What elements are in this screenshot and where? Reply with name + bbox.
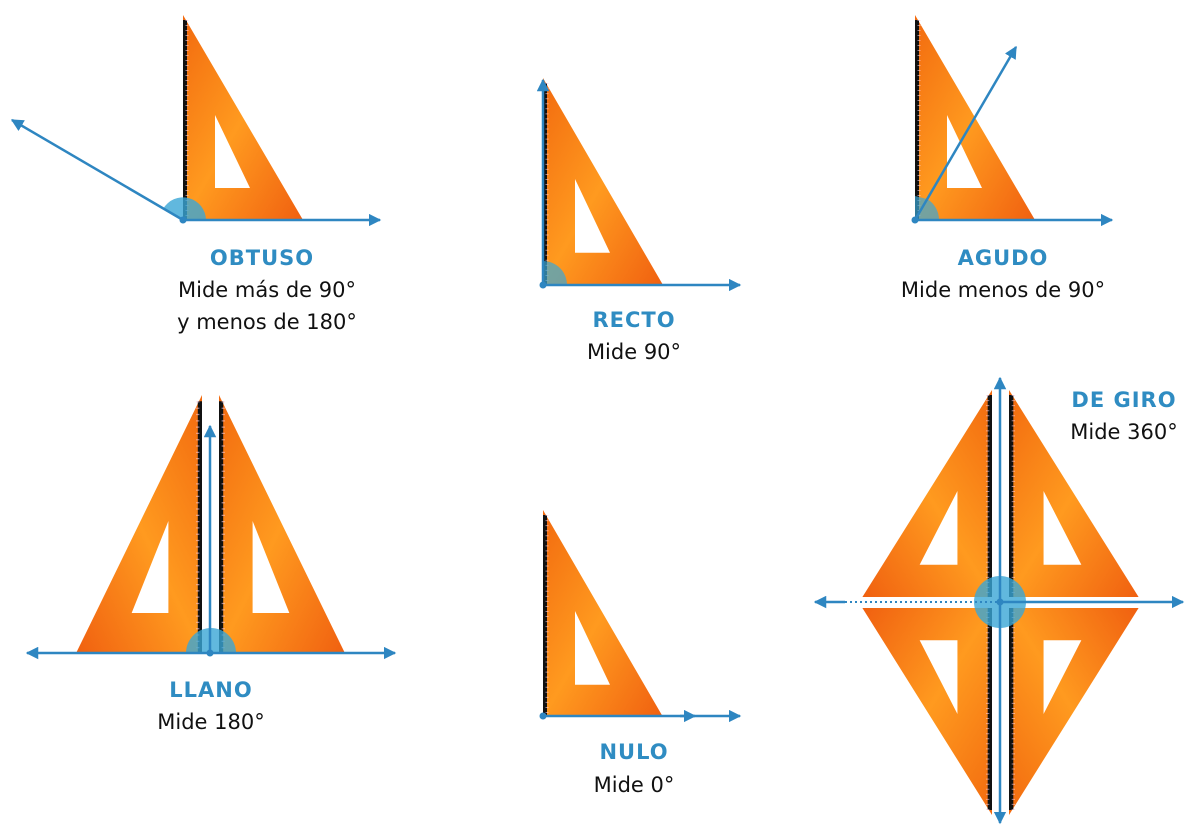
angle-name: LLANO	[169, 678, 252, 702]
angle-name: RECTO	[592, 308, 675, 332]
full-figure	[813, 376, 1185, 825]
angle-name: OBTUSO	[210, 246, 314, 270]
angle-description: y menos de 180°	[177, 310, 357, 334]
angle-name: AGUDO	[958, 246, 1049, 270]
obtuse-figure	[10, 13, 382, 227]
angle-description: Mide menos de 90°	[901, 278, 1105, 302]
angle-description: Mide más de 90°	[178, 278, 356, 302]
angle-description: Mide 180°	[157, 710, 264, 734]
angle-description: Mide 360°	[1070, 420, 1177, 444]
angle-name: NULO	[599, 740, 668, 764]
acute-figure	[911, 13, 1114, 227]
angle-description: Mide 0°	[594, 773, 675, 797]
angle-description: Mide 90°	[587, 340, 681, 364]
right-figure	[536, 78, 742, 292]
straight-figure	[25, 395, 397, 660]
null-figure	[539, 510, 742, 723]
angle-name: DE GIRO	[1071, 388, 1176, 412]
